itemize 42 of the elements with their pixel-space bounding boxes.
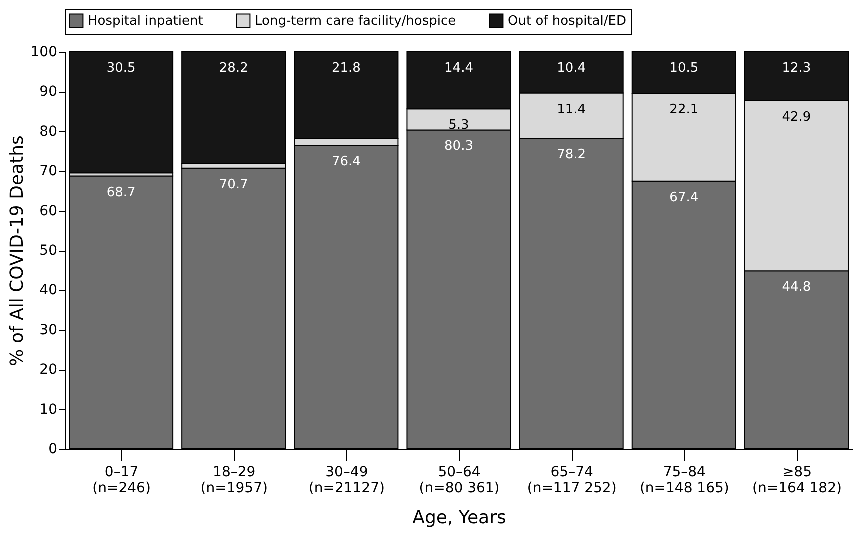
legend-label: Hospital inpatient: [88, 14, 204, 29]
x-tick-label: 65–74 (n=117 252): [527, 464, 617, 496]
data-label: 22.1: [670, 102, 699, 118]
y-tick-label: 40: [40, 282, 58, 299]
x-tick-label: 0–17 (n=246): [92, 464, 151, 496]
data-label: 28.2: [219, 61, 248, 76]
data-label: 70.7: [219, 177, 248, 192]
x-tick-label: 18–29 (n=1957): [200, 464, 268, 496]
x-tick-label: 75–84 (n=148 165): [640, 464, 730, 496]
y-tick-label: 50: [40, 243, 58, 259]
data-label: 30.5: [106, 61, 136, 76]
legend-label: Long-term care facility/hospice: [255, 14, 456, 29]
x-tick-label: 30–49 (n=21127): [308, 464, 385, 496]
data-label: 21.8: [332, 61, 361, 76]
data-label: 76.4: [332, 154, 361, 170]
y-tick-label: 10: [40, 402, 58, 418]
bar: [69, 52, 174, 174]
data-label: 68.7: [106, 185, 136, 200]
x-tick-label: ≥85 (n=164 182): [752, 464, 842, 496]
y-axis-title: % of All COVID-19 Deaths: [6, 136, 28, 366]
data-label: 14.4: [444, 61, 474, 76]
data-label: 10.5: [670, 61, 699, 76]
data-label: 44.8: [782, 280, 812, 296]
legend-label: Out of hospital/ED: [508, 14, 626, 29]
data-label: 12.3: [782, 61, 812, 76]
data-label: 10.4: [557, 61, 586, 76]
data-label: 42.9: [782, 110, 812, 125]
x-axis-title: Age, Years: [412, 508, 506, 528]
y-tick-label: 70: [40, 164, 58, 180]
y-tick-label: 0: [48, 442, 58, 458]
data-label: 78.2: [557, 148, 586, 163]
data-label: 5.3: [448, 118, 470, 134]
data-label: 67.4: [670, 190, 699, 206]
y-tick-label: 100: [30, 44, 58, 60]
data-label: 11.4: [557, 102, 586, 118]
y-tick-label: 20: [40, 362, 58, 378]
y-tick-label: 60: [40, 203, 58, 220]
y-tick-label: 30: [40, 322, 58, 338]
y-tick-label: 80: [40, 124, 58, 140]
data-label: 80.3: [444, 139, 474, 154]
y-tick-label: 90: [40, 84, 58, 100]
x-tick-label: 50–64 (n=80 361): [419, 464, 500, 496]
